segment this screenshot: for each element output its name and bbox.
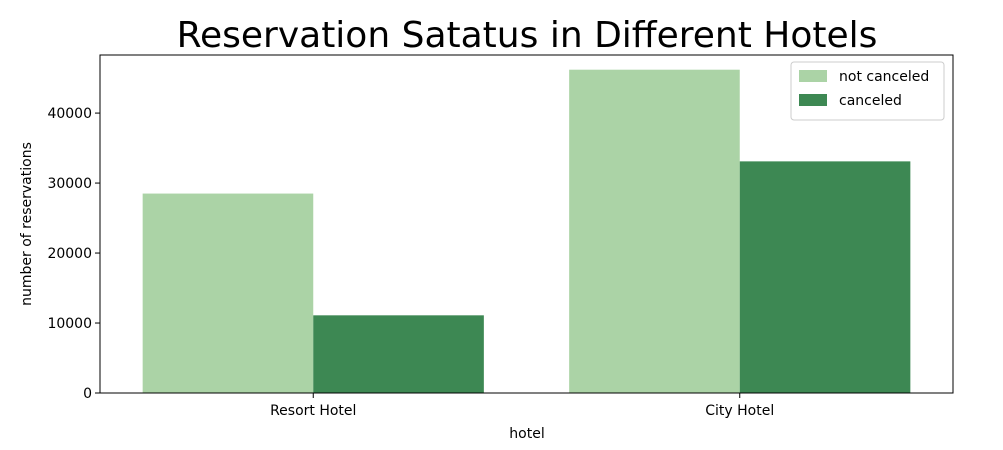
- x-tick-label: City Hotel: [705, 403, 774, 419]
- axes-frame: [99, 54, 954, 394]
- y-tick-label: 30000: [47, 176, 92, 192]
- legend-swatch-canceled: [799, 94, 827, 106]
- legend-label-canceled: canceled: [839, 93, 902, 109]
- bar-city-hotel-canceled: [739, 161, 911, 393]
- legend-label-not-canceled: not canceled: [839, 69, 929, 85]
- y-tick-label: 10000: [47, 316, 92, 332]
- y-tick-label: 40000: [47, 106, 92, 122]
- y-tick-label: 0: [83, 386, 92, 402]
- bar-resort-hotel-canceled: [313, 315, 484, 393]
- x-axis: Resort Hotel City Hotel: [270, 393, 774, 419]
- x-tick-label: Resort Hotel: [270, 403, 356, 419]
- bar-city-hotel-not-canceled: [569, 69, 740, 394]
- y-tick-label: 20000: [47, 246, 92, 262]
- legend-swatch-not-canceled: [799, 70, 827, 82]
- y-axis: 0 10000 20000 30000 40000: [47, 106, 100, 402]
- legend: not canceled canceled: [790, 61, 945, 121]
- y-axis-label: number of reservations: [19, 142, 35, 306]
- bar-resort-hotel-not-canceled: [142, 193, 314, 393]
- plot-area: [99, 54, 954, 394]
- legend-box: [790, 61, 945, 121]
- x-axis-label: hotel: [509, 426, 544, 442]
- chart-title: Reservation Satatus in Different Hotels: [177, 15, 878, 56]
